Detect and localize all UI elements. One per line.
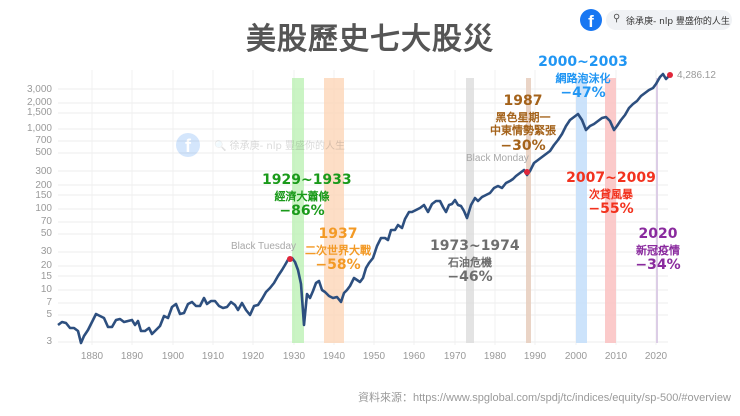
annotation-name: 新冠疫情 <box>636 243 680 257</box>
annotation-2000: 2000~2003 網路泡沫化 −47% <box>538 54 628 103</box>
x-tick: 2000 <box>564 351 588 362</box>
annotation-years: 1929~1933 <box>262 172 352 188</box>
annotation-1973: 1973~1974 石油危機 −46% <box>430 238 520 287</box>
annotation-1937: 1937 二次世界大戰 −58% <box>298 226 378 275</box>
x-tick: 1880 <box>80 351 104 362</box>
search-text: 徐承庚- nlp 豐盛你的人生 <box>626 17 730 27</box>
y-tick: 1,000 <box>26 123 52 134</box>
annotation-name: 經濟大蕭條 <box>274 189 330 203</box>
y-tick: 15 <box>40 271 52 282</box>
annotation-years: 1987 <box>503 93 543 109</box>
annotation-name: 石油危機 <box>448 255 492 269</box>
y-tick: 50 <box>40 228 52 239</box>
y-tick: 200 <box>35 180 52 191</box>
annotation-name: 網路泡沫化 <box>555 71 611 85</box>
y-tick: 100 <box>35 203 52 214</box>
annotation-name2: 中東情勢緊張 <box>490 124 556 138</box>
x-tick: 1930 <box>282 351 306 362</box>
band-2007 <box>605 78 616 343</box>
y-tick: 20 <box>40 260 52 271</box>
annotation-drop: −58% <box>315 257 361 274</box>
annotation-1929: 1929~1933 經濟大蕭條 −86% <box>262 172 352 221</box>
y-tick: 5 <box>46 309 52 320</box>
annotation-years: 1973~1974 <box>430 238 520 254</box>
black-tuesday-label: Black Tuesday <box>231 241 297 252</box>
annotation-name: 次貸風暴 <box>589 187 633 201</box>
y-tick: 500 <box>35 147 52 158</box>
facebook-search-bar[interactable]: ⚲ 徐承庚- nlp 豐盛你的人生 <box>606 10 732 30</box>
page-title: 美股歷史七大股災 <box>246 22 494 57</box>
annotation-2020: 2020 新冠疫情 −34% <box>623 226 693 275</box>
annotation-years: 2020 <box>638 226 678 242</box>
facebook-icon[interactable]: f <box>580 9 602 31</box>
y-tick: 300 <box>35 166 52 177</box>
annotation-drop: −47% <box>560 85 606 102</box>
x-tick: 1920 <box>241 351 265 362</box>
y-tick: 3 <box>46 336 52 347</box>
x-tick: 1910 <box>201 351 225 362</box>
x-tick: 1990 <box>523 351 547 362</box>
annotation-years: 2000~2003 <box>538 54 628 70</box>
annotation-drop: −86% <box>279 203 325 220</box>
annotation-years: 1937 <box>318 226 358 242</box>
band-2000 <box>576 78 587 343</box>
x-tick: 1950 <box>362 351 386 362</box>
band-2020 <box>656 78 658 343</box>
search-icon: ⚲ <box>613 13 621 24</box>
x-tick: 2020 <box>644 351 668 362</box>
y-tick: 3,000 <box>26 84 52 95</box>
y-tick: 10 <box>40 284 52 295</box>
annotation-name: 二次世界大戰 <box>305 243 371 257</box>
y-tick: 7 <box>46 297 52 308</box>
annotation-drop: −34% <box>635 257 681 274</box>
black-monday-marker <box>524 169 530 175</box>
facebook-watermark-icon: f <box>176 133 200 157</box>
x-tick: 2010 <box>604 351 628 362</box>
y-tick: 30 <box>40 246 52 257</box>
x-tick: 1970 <box>443 351 467 362</box>
black-tuesday-marker <box>287 256 293 262</box>
annotation-drop: −46% <box>447 269 493 286</box>
x-tick: 1900 <box>161 351 185 362</box>
annotation-drop: −55% <box>588 201 634 218</box>
y-tick: 1,500 <box>26 107 52 118</box>
annotation-drop: −30% <box>500 138 546 154</box>
watermark-text: 🔍 徐承庚- nlp 豐盛你的人生 <box>214 141 346 152</box>
last-value-label: 4,286.12 <box>677 70 716 81</box>
last-value-marker <box>667 72 673 78</box>
y-tick: 700 <box>35 135 52 146</box>
y-tick: 150 <box>35 190 52 201</box>
source-text: 資料來源：https://www.spglobal.com/spdj/tc/in… <box>358 392 731 404</box>
band-1987 <box>526 78 531 343</box>
band-1929 <box>292 78 304 343</box>
annotation-name: 黑色星期一 <box>495 110 551 124</box>
annotation-1987: 1987 黑色星期一 中東情勢緊張 −30% <box>478 93 568 156</box>
sp500-line <box>57 72 670 345</box>
y-tick: 70 <box>40 216 52 227</box>
y-tick: 2,000 <box>26 97 52 108</box>
annotation-years: 2007~2009 <box>566 170 656 186</box>
annotation-2007: 2007~2009 次貸風暴 −55% <box>566 170 656 219</box>
black-monday-label: Black Monday <box>466 153 529 164</box>
x-tick: 1960 <box>402 351 426 362</box>
x-tick: 1940 <box>322 351 346 362</box>
x-tick: 1890 <box>120 351 144 362</box>
x-tick: 1980 <box>483 351 507 362</box>
band-1937 <box>324 78 344 343</box>
